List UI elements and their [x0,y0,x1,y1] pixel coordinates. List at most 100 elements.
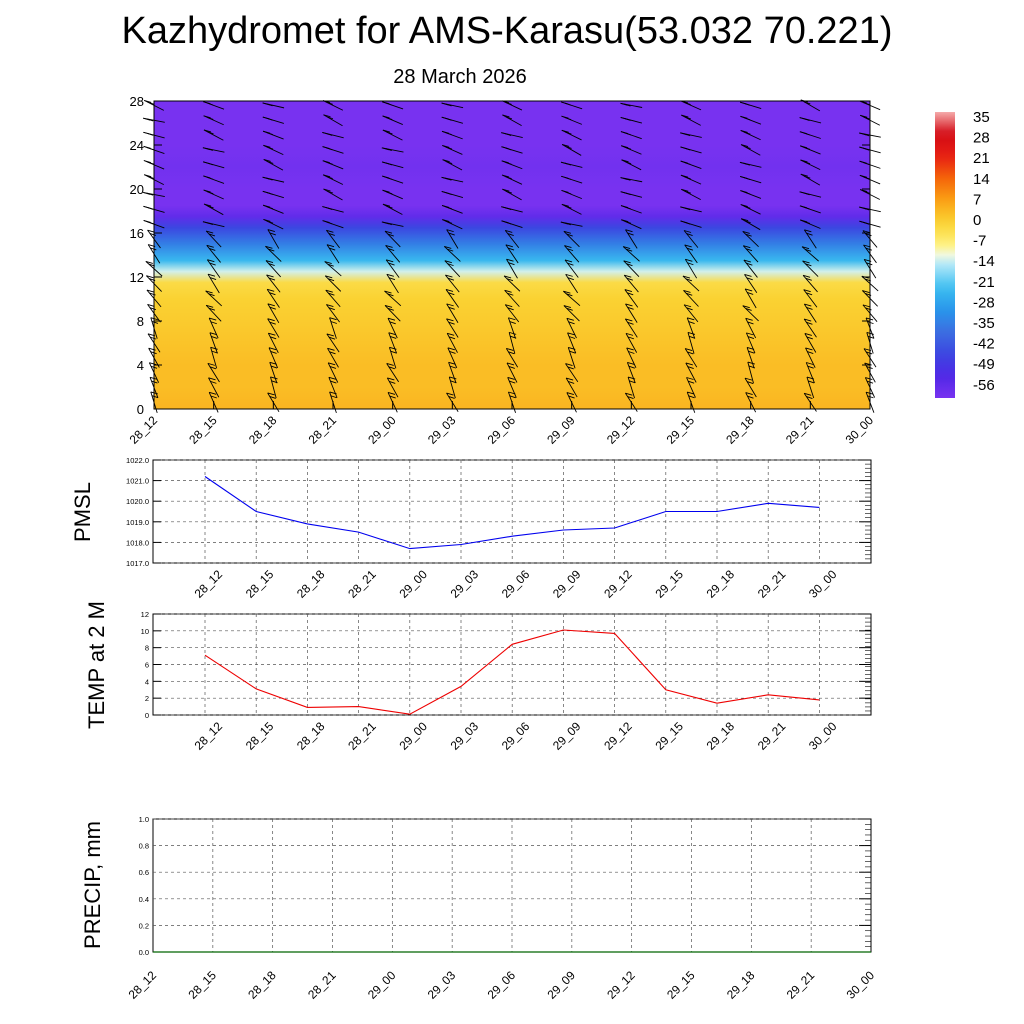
wind-barb-flag [800,159,808,163]
temp2m-ylabel: TEMP at 2 M [84,601,109,729]
colorbar-label: -56 [973,377,995,394]
wind-barb-flag [508,366,515,369]
wind-barb-flag [688,380,695,384]
wind-barb-flag [561,129,569,133]
precip-ytick-label: 0.6 [139,868,149,877]
wind-barb-flag [207,362,215,366]
wind-barb-flag [263,218,271,222]
wind-barb-shaft [503,275,521,292]
wind-barb-flag [269,232,276,236]
wind-barb-flag [207,205,214,209]
wind-barb-flag [624,103,631,107]
wind-barb-flag [623,260,631,264]
wind-barb-flag [562,144,570,147]
wind-barb-flag [626,263,633,267]
wind-barb-flag [686,247,694,251]
wind-barb-flag [745,248,753,252]
wind-barb-flag [687,366,694,369]
wind-barb-flag [268,347,277,351]
wind-barb-shaft [263,144,284,156]
wind-barb-flag [742,230,750,234]
wind-barb-flag [147,176,154,179]
wind-barb-flag [446,318,454,322]
wind-barb-flag [330,380,337,384]
wind-barb-shaft [742,231,759,248]
wind-barb-flag [509,321,516,324]
wind-barb-flag [863,221,870,225]
wind-barb-flag [387,233,394,237]
wind-barb-flag [742,305,750,309]
wind-barb-shaft [626,362,636,384]
wind-barb-flag [209,391,217,395]
wind-barb-flag [328,376,337,380]
wind-barb-flag [266,146,274,150]
wind-barb-flag [803,118,810,121]
wind-barb-flag [863,147,870,151]
wind-barb-flag [566,392,574,395]
page-title: Kazhydromet for AMS-Karasu(53.032 70.221… [121,10,893,52]
precip-ylabel: PRECIP, mm [80,821,105,949]
wind-barb-flag [686,292,693,296]
wind-barb-flag [505,221,512,225]
wind-barb-flag [686,307,693,311]
wind-barb-flag [323,114,331,118]
wind-barb-shaft [385,259,400,278]
wind-barb-flag [325,289,333,293]
wind-barb-flag [565,117,572,121]
wind-barb-flag [448,292,455,296]
wind-barb-shaft [210,347,218,369]
temp2m-xtick-label: 29_00 [396,719,430,753]
wind-barb-flag [744,220,751,224]
wind-barb-shaft [443,246,461,262]
wind-barb-flag [627,232,634,236]
wind-barb-flag [448,396,455,399]
wind-barb-shaft [804,333,817,353]
wind-barb-shaft [621,145,642,155]
wind-barb-flag [328,307,335,311]
wind-barb-flag [446,229,454,233]
wind-barb-flag [323,188,331,192]
pmsl-ytick-label: 1017.0 [126,559,149,568]
wind-barb-flag [444,260,452,264]
wind-barb-flag [266,177,273,181]
precip-xtick-label: 28_12 [126,968,160,1002]
wind-barb-flag [384,304,393,308]
temp2m-ytick-label: 0 [145,711,149,720]
wind-barb-shaft [324,275,342,292]
wind-barb-flag [805,347,813,351]
wind-barb-flag [147,229,155,233]
cross-section-ytick-label: 28 [130,94,144,109]
wind-barb-flag [447,248,454,252]
wind-barb-shaft [384,290,402,307]
wind-barb-shaft [385,245,401,263]
wind-barb-flag [388,332,396,336]
pmsl-ytick-label: 1022.0 [126,456,149,465]
wind-barb-flag [209,262,216,266]
wind-barb-shaft [322,100,344,111]
wind-barb-flag [803,192,810,196]
wind-barb-shaft [624,289,639,308]
wind-barb-flag [209,332,218,336]
wind-barb-flag [567,332,575,336]
wind-barb-flag [266,117,273,121]
wind-barb-shaft [564,245,580,263]
wind-barb-flag [450,380,457,384]
wind-barb-flag [326,132,333,136]
wind-barb-flag [270,365,278,369]
precip-ytick-label: 1.0 [139,815,149,824]
colorbar-label: -14 [973,253,995,270]
wind-barb-flag [504,289,512,293]
pmsl-ylabel: PMSL [70,482,95,542]
wind-barb-flag [803,132,810,136]
wind-barb-flag [386,205,393,209]
wind-barb-shaft [802,275,818,293]
wind-barb-shaft [742,245,759,263]
wind-barb-flag [147,132,154,136]
wind-barb-flag [509,395,516,399]
wind-barb-shaft [208,377,220,398]
wind-barb-shaft [203,189,224,200]
wind-barb-flag [801,246,810,250]
wind-barb-shaft [625,303,638,323]
wind-barb-shaft [625,229,638,249]
colorbar-label: -28 [973,294,995,311]
